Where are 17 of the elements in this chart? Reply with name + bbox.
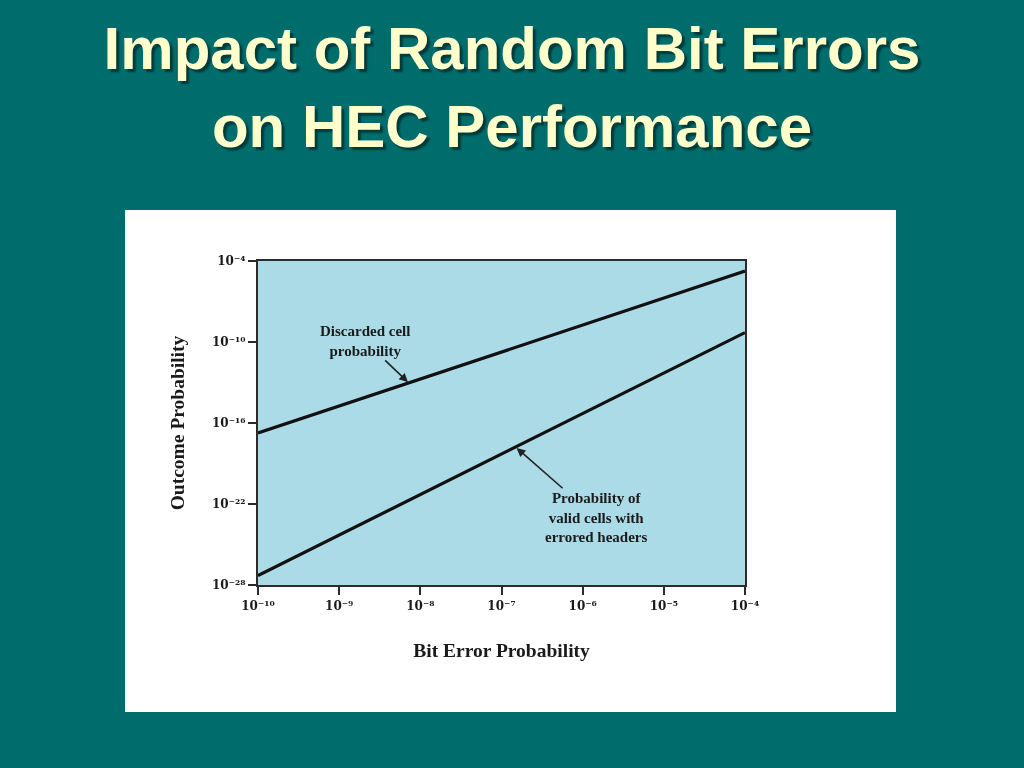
x-tick-label: 10⁻⁶ — [568, 598, 597, 613]
y-tick-label: 10⁻¹⁶ — [211, 416, 246, 431]
y-axis-title: Outcome Probability — [167, 335, 189, 511]
y-tick-label: 10⁻²² — [211, 497, 246, 512]
annotation: Probability of valid cells with errored headers — [545, 490, 648, 545]
x-tick-label: 10⁻⁷ — [487, 598, 516, 613]
y-tick-label: 10⁻²⁸ — [211, 578, 246, 593]
x-axis-title: Bit Error Probability — [413, 640, 591, 662]
x-tick-label: 10⁻⁸ — [406, 598, 435, 613]
y-tick-label: 10⁻⁴ — [217, 254, 246, 269]
annotation: Discarded cell probability — [320, 323, 411, 359]
x-tick-label: 10⁻⁵ — [649, 598, 678, 613]
y-tick-label: 10⁻¹⁰ — [211, 335, 246, 350]
chart-title: Impact of Random Bit Errors on HEC Performance — [103, 15, 921, 161]
x-tick-label: 10⁻¹⁰ — [241, 598, 275, 613]
x-tick-label: 10⁻⁴ — [730, 598, 760, 613]
x-tick-label: 10⁻⁹ — [325, 598, 354, 613]
